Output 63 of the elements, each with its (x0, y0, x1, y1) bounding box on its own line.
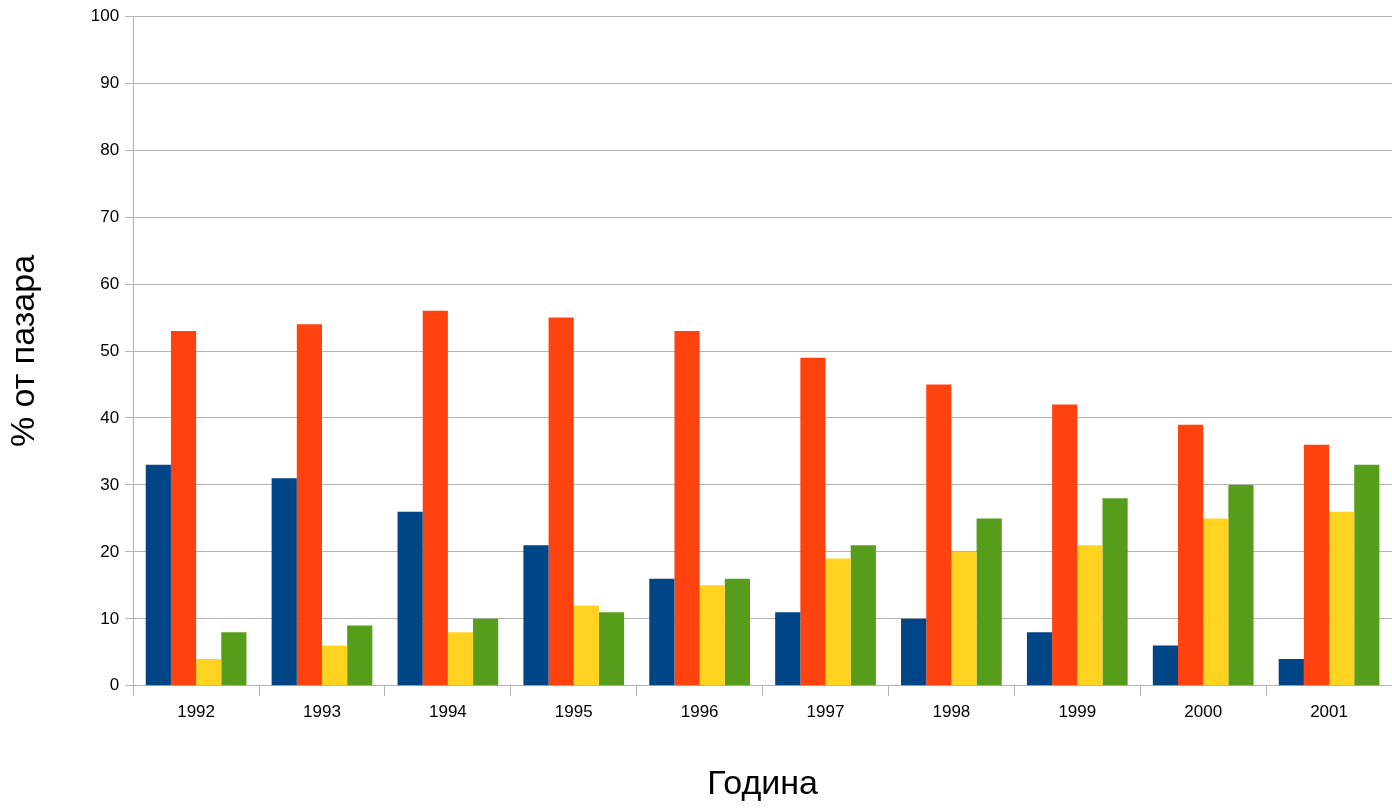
bar (901, 618, 927, 686)
bar (825, 558, 851, 686)
bar (598, 612, 625, 686)
x-tick-label: 1999 (1058, 701, 1097, 721)
y-tick-label: 30 (100, 474, 120, 494)
x-tick-label: 2001 (1310, 701, 1348, 721)
y-tick-label: 10 (100, 608, 120, 628)
x-tick-label: 1995 (554, 701, 593, 721)
bar (699, 585, 725, 686)
bar (1278, 659, 1304, 686)
bar (1152, 645, 1178, 686)
bar (951, 551, 977, 686)
bar (271, 478, 297, 686)
y-tick-label: 0 (109, 675, 120, 695)
bar (1077, 545, 1103, 686)
bar (850, 545, 876, 686)
bar (397, 511, 423, 686)
x-axis-title: Година (707, 762, 819, 801)
x-tick-label: 1992 (177, 701, 216, 721)
bar (347, 625, 373, 686)
bar (321, 645, 348, 686)
bar (1228, 484, 1254, 686)
x-tick-label: 1997 (806, 701, 845, 721)
x-tick-label: 1996 (680, 701, 719, 721)
y-tick-label: 40 (100, 407, 120, 427)
bar (573, 605, 599, 686)
y-tick-label: 100 (90, 5, 120, 25)
bar (1354, 464, 1380, 686)
bar (1203, 518, 1229, 686)
x-tick-label: 1994 (428, 701, 467, 721)
bar (145, 464, 171, 686)
y-tick-label: 70 (100, 206, 120, 226)
bar (473, 618, 499, 686)
x-tick-label: 2000 (1184, 701, 1223, 721)
x-tick-label: 1998 (932, 701, 971, 721)
bar (296, 324, 322, 686)
y-tick-label: 90 (100, 72, 120, 92)
bar (1329, 511, 1355, 686)
bar (196, 659, 222, 686)
bar (724, 578, 750, 686)
bar (1102, 498, 1128, 686)
bar (422, 310, 448, 686)
bar (1303, 444, 1330, 686)
bar (548, 317, 574, 686)
bar (1026, 632, 1053, 686)
y-axis-title: % от пазара (2, 254, 41, 448)
y-tick-label: 20 (100, 541, 120, 561)
bar (170, 330, 197, 686)
y-tick-label: 80 (100, 139, 120, 159)
bar (775, 612, 801, 686)
bar (976, 518, 1002, 686)
bar (221, 632, 247, 686)
bar (1052, 404, 1078, 686)
y-tick-label: 60 (100, 273, 120, 293)
bar (649, 578, 675, 686)
bar (523, 545, 549, 686)
x-tick-label: 1993 (303, 701, 341, 721)
bar (800, 357, 826, 686)
bar (674, 330, 700, 686)
y-tick-label: 50 (100, 340, 120, 360)
bar (926, 384, 952, 686)
bar (447, 632, 474, 686)
bar (1178, 424, 1204, 686)
